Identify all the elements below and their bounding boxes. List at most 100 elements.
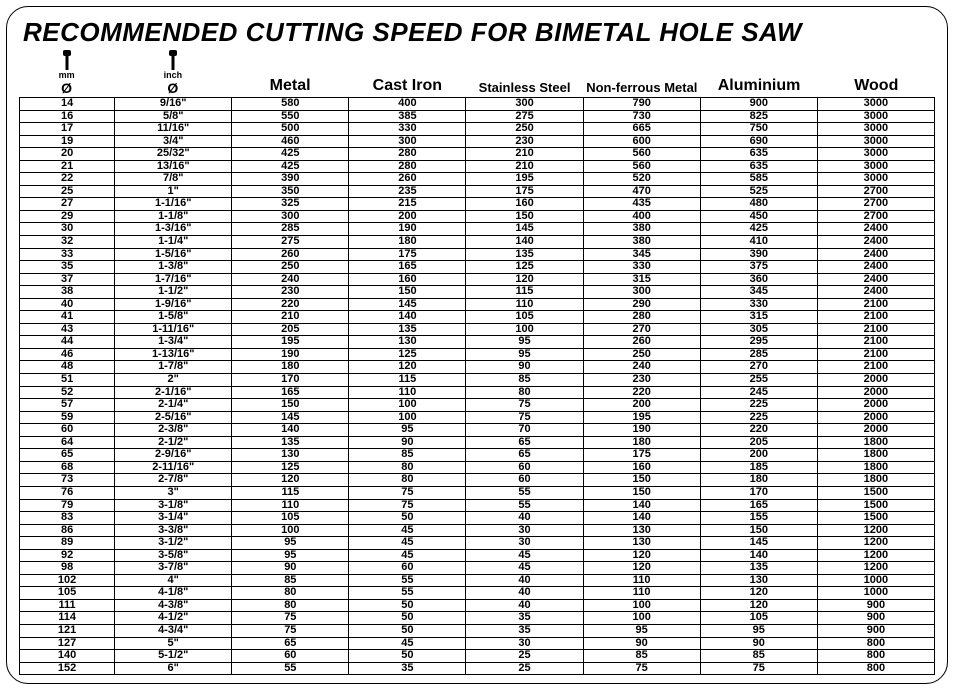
- table-row: 165/8"5503852757308253000: [20, 110, 935, 123]
- cell-mm: 46: [20, 348, 115, 361]
- table-row: 1054-1/8"8055401101201000: [20, 587, 935, 600]
- cell-ss: 95: [466, 336, 583, 349]
- table-row: 301-3/16"2851901453804252400: [20, 223, 935, 236]
- cell-mm: 92: [20, 549, 115, 562]
- cell-cast: 190: [349, 223, 466, 236]
- table-row: 592-5/16"145100751952252000: [20, 411, 935, 424]
- cell-metal: 75: [232, 624, 349, 637]
- cell-wood: 1200: [817, 549, 934, 562]
- cell-cast: 260: [349, 173, 466, 186]
- drill-bit-icon: [60, 50, 74, 70]
- cell-al: 585: [700, 173, 817, 186]
- cell-metal: 115: [232, 486, 349, 499]
- cell-nf: 130: [583, 524, 700, 537]
- cell-nf: 230: [583, 374, 700, 387]
- cell-mm: 127: [20, 637, 115, 650]
- cell-mm: 64: [20, 436, 115, 449]
- diameter-symbol: Ø: [167, 81, 178, 95]
- table-row: 461-13/16"190125952502852100: [20, 348, 935, 361]
- table-row: 2113/16"4252802105606353000: [20, 160, 935, 173]
- cell-cast: 235: [349, 185, 466, 198]
- cell-inch: 2-3/8": [115, 424, 232, 437]
- cell-wood: 1800: [817, 474, 934, 487]
- cell-metal: 325: [232, 198, 349, 211]
- cell-cast: 150: [349, 286, 466, 299]
- table-row: 923-5/8"9545451201401200: [20, 549, 935, 562]
- cell-wood: 2000: [817, 374, 934, 387]
- cell-ss: 275: [466, 110, 583, 123]
- cell-ss: 250: [466, 123, 583, 136]
- cell-metal: 285: [232, 223, 349, 236]
- cell-inch: 1": [115, 185, 232, 198]
- cell-inch: 1-7/16": [115, 273, 232, 286]
- table-row: 652-9/16"13085651752001800: [20, 449, 935, 462]
- cell-mm: 17: [20, 123, 115, 136]
- table-row: 602-3/8"14095701902202000: [20, 424, 935, 437]
- cell-metal: 210: [232, 311, 349, 324]
- cell-wood: 1000: [817, 574, 934, 587]
- cell-cast: 55: [349, 587, 466, 600]
- table-row: 1526"5535257575800: [20, 662, 935, 675]
- cell-wood: 3000: [817, 123, 934, 136]
- cell-inch: 9/16": [115, 98, 232, 111]
- table-row: 893-1/2"9545301301451200: [20, 537, 935, 550]
- cell-cast: 145: [349, 298, 466, 311]
- table-row: 481-7/8"180120902402702100: [20, 361, 935, 374]
- cell-mm: 73: [20, 474, 115, 487]
- cell-metal: 110: [232, 499, 349, 512]
- table-row: 227/8"3902601955205853000: [20, 173, 935, 186]
- cell-inch: 4-1/2": [115, 612, 232, 625]
- table-row: 401-9/16"2201451102903302100: [20, 298, 935, 311]
- cell-nf: 85: [583, 650, 700, 663]
- cell-ss: 210: [466, 160, 583, 173]
- cell-al: 225: [700, 399, 817, 412]
- cell-ss: 40: [466, 512, 583, 525]
- cell-metal: 250: [232, 261, 349, 274]
- cell-nf: 280: [583, 311, 700, 324]
- cell-wood: 1800: [817, 461, 934, 474]
- cell-cast: 50: [349, 650, 466, 663]
- cell-metal: 100: [232, 524, 349, 537]
- table-row: 983-7/8"9060451201351200: [20, 562, 935, 575]
- cell-metal: 120: [232, 474, 349, 487]
- cell-mm: 43: [20, 323, 115, 336]
- cell-inch: 1-1/16": [115, 198, 232, 211]
- cell-cast: 385: [349, 110, 466, 123]
- cell-al: 410: [700, 236, 817, 249]
- cell-inch: 1-1/2": [115, 286, 232, 299]
- cell-nf: 665: [583, 123, 700, 136]
- cell-al: 525: [700, 185, 817, 198]
- cell-al: 245: [700, 386, 817, 399]
- cell-wood: 2700: [817, 185, 934, 198]
- cell-al: 145: [700, 537, 817, 550]
- cell-metal: 260: [232, 248, 349, 261]
- cell-cast: 400: [349, 98, 466, 111]
- cell-nf: 250: [583, 348, 700, 361]
- cell-inch: 2-7/8": [115, 474, 232, 487]
- cell-cast: 50: [349, 624, 466, 637]
- cell-metal: 90: [232, 562, 349, 575]
- chart-frame: RECOMMENDED CUTTING SPEED FOR BIMETAL HO…: [6, 6, 948, 684]
- cell-cast: 60: [349, 562, 466, 575]
- cell-wood: 1500: [817, 512, 934, 525]
- table-row: 642-1/2"13590651802051800: [20, 436, 935, 449]
- cell-metal: 205: [232, 323, 349, 336]
- cell-wood: 2000: [817, 424, 934, 437]
- cell-mm: 44: [20, 336, 115, 349]
- col-header-inch: inch Ø: [114, 50, 231, 95]
- cell-metal: 140: [232, 424, 349, 437]
- cell-metal: 130: [232, 449, 349, 462]
- cell-wood: 2400: [817, 261, 934, 274]
- cell-al: 170: [700, 486, 817, 499]
- cell-metal: 145: [232, 411, 349, 424]
- cell-inch: 4-3/4": [115, 624, 232, 637]
- cell-cast: 280: [349, 148, 466, 161]
- cell-ss: 210: [466, 148, 583, 161]
- table-row: 1024"8555401101301000: [20, 574, 935, 587]
- col-header-castiron: Cast Iron: [349, 77, 466, 95]
- table-row: 1711/16"5003302506657503000: [20, 123, 935, 136]
- cell-ss: 195: [466, 173, 583, 186]
- cell-ss: 70: [466, 424, 583, 437]
- cell-cast: 110: [349, 386, 466, 399]
- cell-cast: 215: [349, 198, 466, 211]
